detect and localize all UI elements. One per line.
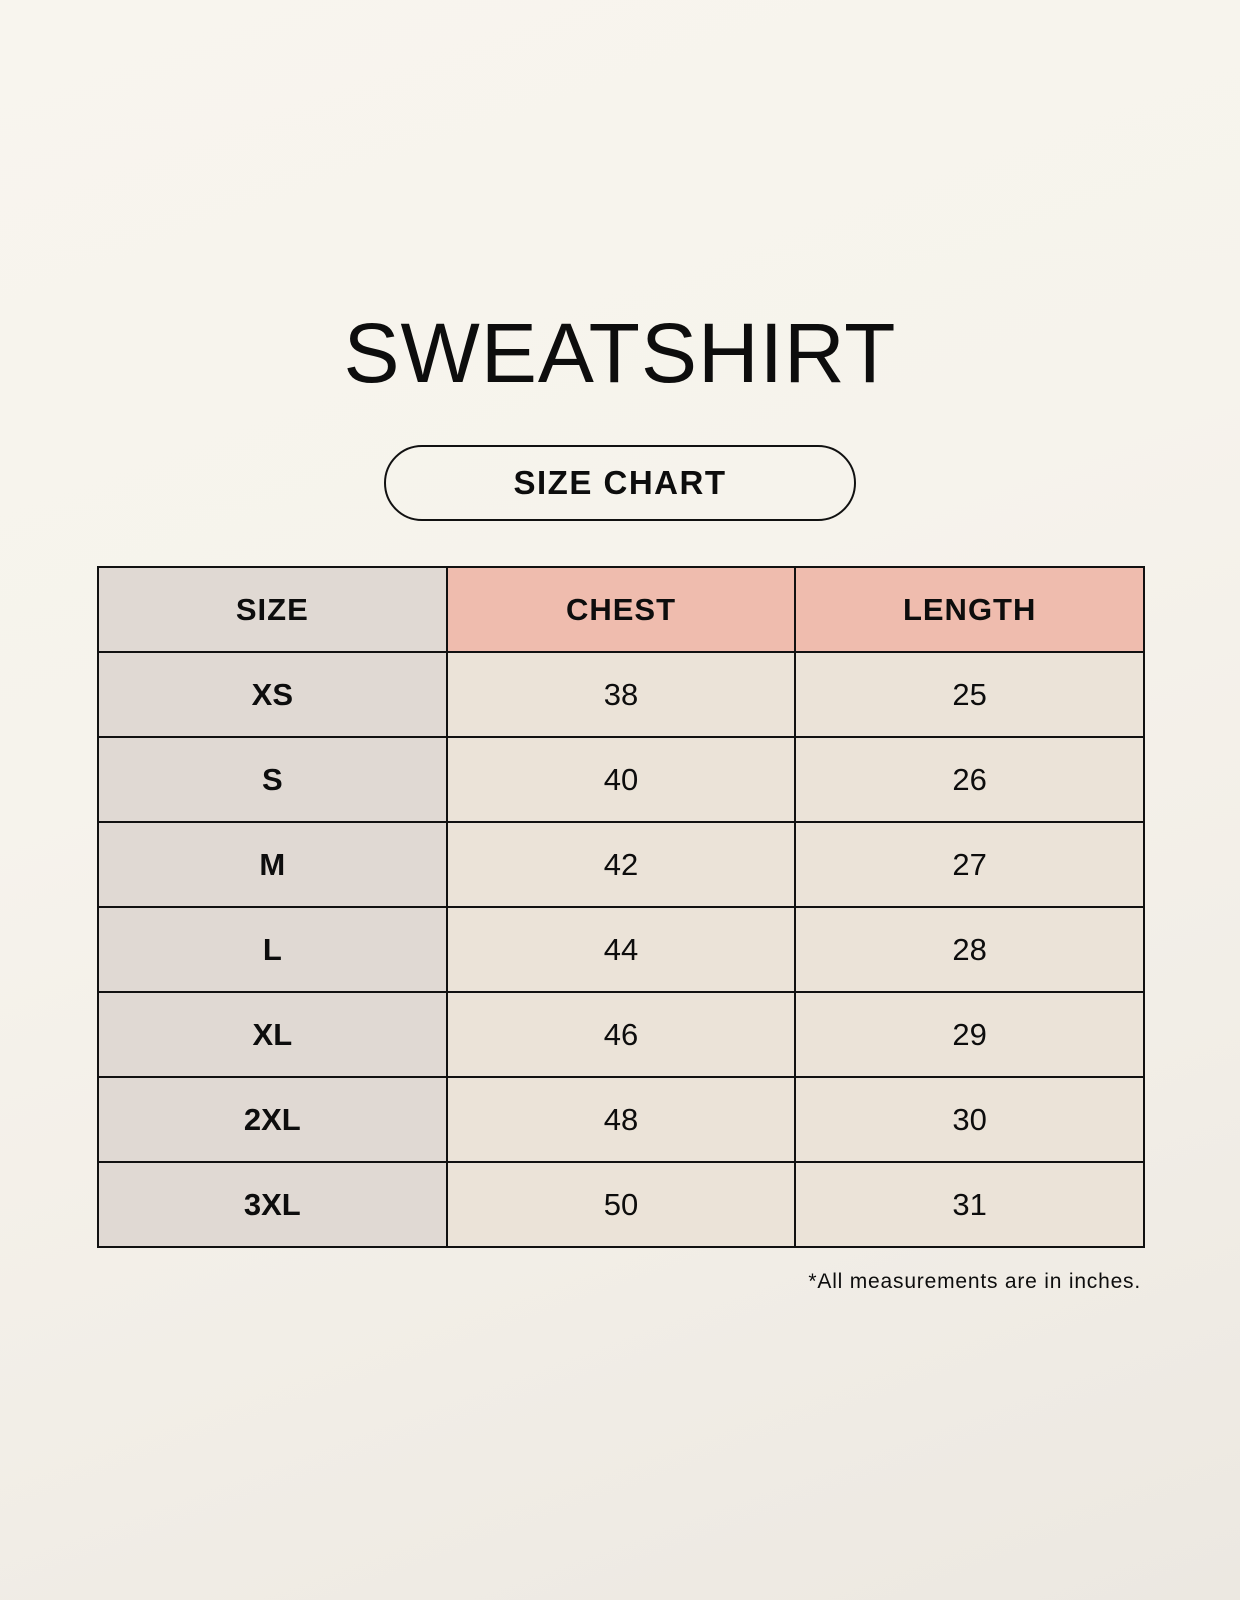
table-row: XL 46 29 [97, 991, 1145, 1078]
table-row: XS 38 25 [97, 651, 1145, 738]
chest-cell: 48 [445, 1076, 797, 1163]
size-cell: XL [97, 991, 448, 1078]
length-cell: 31 [794, 1161, 1145, 1248]
length-cell: 26 [794, 736, 1145, 823]
header-chest: CHEST [445, 566, 797, 653]
table-row: S 40 26 [97, 736, 1145, 823]
subtitle: SIZE CHART [513, 464, 727, 501]
size-cell: 3XL [97, 1161, 448, 1248]
page-title: SWEATSHIRT [343, 306, 897, 400]
measurement-note: *All measurements are in inches. [808, 1270, 1141, 1293]
chest-cell: 44 [445, 906, 797, 993]
table-row: 2XL 48 30 [97, 1076, 1145, 1163]
size-chart-badge: SIZE CHART [384, 445, 856, 521]
chest-cell: 42 [445, 821, 797, 908]
chest-cell: 50 [445, 1161, 797, 1248]
chest-cell: 40 [445, 736, 797, 823]
size-cell: 2XL [97, 1076, 448, 1163]
size-cell: L [97, 906, 448, 993]
header-length: LENGTH [794, 566, 1145, 653]
table-row: M 42 27 [97, 821, 1145, 908]
length-cell: 28 [794, 906, 1145, 993]
table-row: 3XL 50 31 [97, 1161, 1145, 1248]
length-cell: 25 [794, 651, 1145, 738]
size-table: SIZE CHEST LENGTH XS 38 25 S 40 26 M 42 27 L 44 28 X… [97, 566, 1145, 1248]
chest-cell: 38 [445, 651, 797, 738]
chest-cell: 46 [445, 991, 797, 1078]
size-cell: XS [97, 651, 448, 738]
size-cell: M [97, 821, 448, 908]
size-cell: S [97, 736, 448, 823]
table-row: L 44 28 [97, 906, 1145, 993]
length-cell: 29 [794, 991, 1145, 1078]
header-size: SIZE [97, 566, 448, 653]
length-cell: 27 [794, 821, 1145, 908]
table-header-row: SIZE CHEST LENGTH [97, 566, 1145, 653]
length-cell: 30 [794, 1076, 1145, 1163]
